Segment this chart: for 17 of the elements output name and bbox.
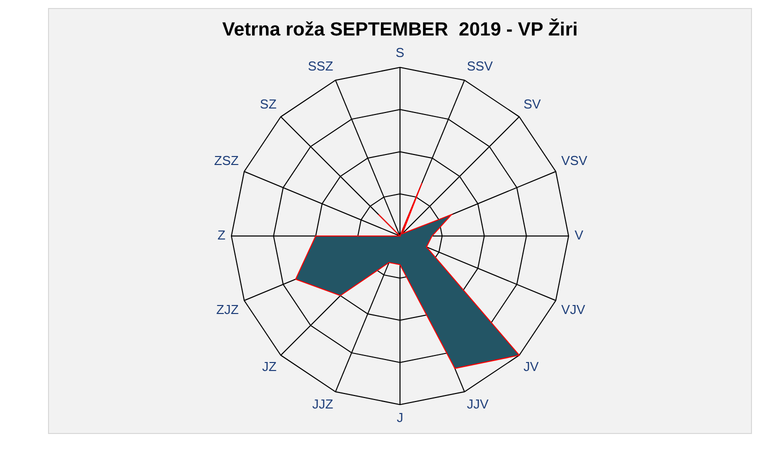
spoke-label: SSZ [308,58,334,74]
spoke-label: SSV [466,58,494,74]
spoke-label: J [396,410,404,425]
spoke-label: ZSZ [214,152,239,168]
spoke-label: V [574,228,584,243]
spoke-label: SZ [260,96,277,112]
spoke-label: SV [523,96,542,112]
chart-title: Vetrna roža SEPTEMBER 2019 - VP Žiri [222,18,578,41]
spoke-label: Z [217,228,226,243]
spoke-label: JJZ [312,396,334,412]
spoke-label: ZJZ [216,302,239,318]
spoke-label: JJV [466,396,489,412]
spoke-label: JV [523,358,539,374]
spoke-label: JZ [262,358,277,374]
spoke-label: VSV [561,152,588,168]
spoke-label: S [396,45,405,60]
spoke-label: VJV [561,302,586,318]
